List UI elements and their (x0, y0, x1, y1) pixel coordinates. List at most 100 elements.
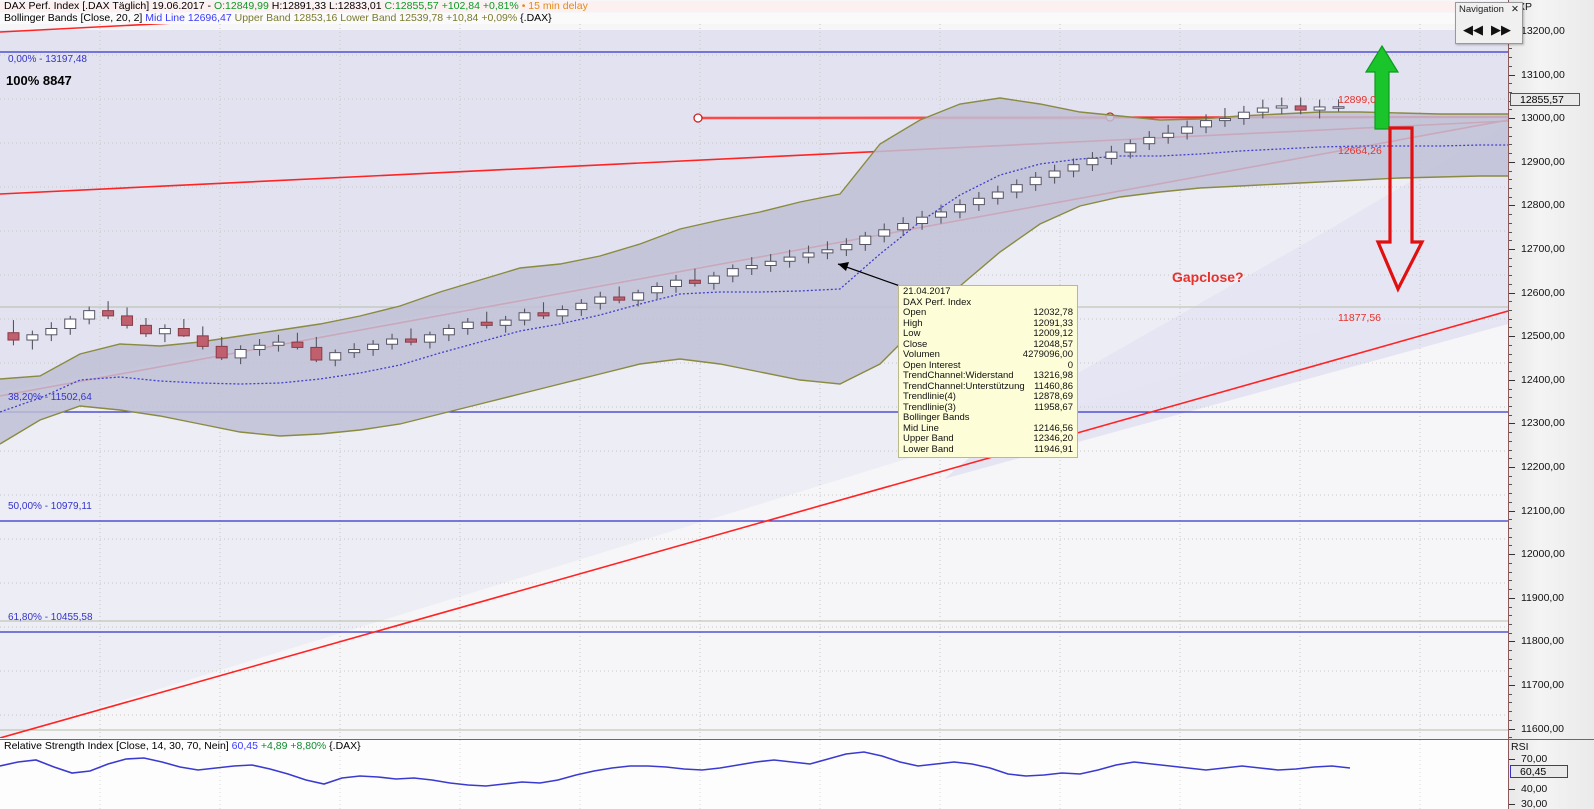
price-axis-tick (1509, 205, 1515, 207)
instrument-header-bar[interactable]: DAX Perf. Index [.DAX Täglich] 19.06.201… (0, 1, 1594, 12)
price-axis-minor-tick (1509, 214, 1512, 216)
data-window-row: TrendChannel:Widerstand 13216,98 (899, 370, 1077, 382)
candle-body (783, 256, 796, 262)
price-axis-tick-label: 13000,00 (1521, 112, 1565, 125)
price-axis[interactable]: XXP 13200,0013100,0013000,0012900,001280… (1508, 0, 1594, 740)
candle-body (329, 352, 342, 361)
candle-body (878, 229, 891, 237)
rsi-header: Relative Strength Index [Close, 14, 30, … (4, 740, 361, 752)
upperband-label: Upper Band (234, 13, 291, 24)
candle-body (7, 332, 20, 341)
price-axis-tick-label: 11600,00 (1521, 722, 1565, 735)
rsi-axis[interactable]: RSI 70,00 40,00 30,00 60,45 (1508, 739, 1594, 809)
data-window-row-key: Low (903, 328, 921, 339)
price-axis-tick (1509, 249, 1515, 250)
candle-body (575, 302, 588, 311)
data-window-tooltip[interactable]: 21.04.2017 DAX Perf. Index Open 12032,78 H… (898, 285, 1078, 458)
candle-body (480, 321, 493, 326)
upperband-value: 12853,16 (293, 13, 338, 24)
data-window-row: Open Interest 0 (899, 360, 1077, 372)
price-axis-minor-tick (1509, 501, 1512, 503)
header-dash: - (207, 1, 212, 12)
price-axis-minor-tick (1509, 257, 1512, 259)
data-window-row-value: 11958,67 (1034, 401, 1073, 413)
navigate-back-icon[interactable]: ◀◀ (1460, 19, 1486, 41)
candle-body (1162, 132, 1175, 138)
data-window-row-value: 11946,91 (1034, 443, 1073, 455)
data-window-rows-bollinger: Mid Line 12146,56 Upper Band 12346,20 Lower … (899, 423, 1077, 456)
candle-body (745, 265, 758, 270)
band-change-absolute: +10,84 (445, 13, 479, 24)
price-axis-minor-tick (1509, 545, 1512, 547)
candle-body (556, 309, 569, 317)
data-window-row: Trendlinie(4) 12878,69 (899, 391, 1077, 403)
candle-body (613, 296, 626, 301)
rsi-line (0, 751, 1351, 787)
candle-body (461, 321, 474, 330)
candle-body (972, 197, 985, 206)
price-axis-minor-tick (1509, 153, 1512, 155)
data-window-row-key: Trendlinie(3) (903, 401, 956, 413)
candle-body (935, 211, 948, 218)
bollinger-lower-line (0, 175, 1508, 445)
price-axis-minor-tick (1509, 231, 1512, 233)
rsi-panel[interactable]: Relative Strength Index [Close, 14, 30, … (0, 739, 1508, 809)
price-axis-tick-label: 12000,00 (1521, 548, 1565, 561)
price-axis-tick-label: 13100,00 (1521, 68, 1565, 81)
candle-body (670, 279, 682, 288)
price-axis-minor-tick (1509, 440, 1512, 442)
candle-body (1124, 143, 1137, 153)
candle-body (1332, 106, 1345, 109)
navigation-panel[interactable]: Navigation ✕ ◀◀ ▶▶ (1455, 2, 1523, 44)
price-axis-minor-tick (1509, 449, 1512, 451)
price-axis-minor-tick (1509, 126, 1512, 128)
candle-body (102, 310, 115, 317)
data-window-row: Low 12009,12 (899, 328, 1077, 340)
close-icon[interactable]: ✕ (1511, 4, 1519, 15)
price-axis-minor-tick (1509, 580, 1512, 582)
candle-body (442, 328, 455, 336)
data-window-row-value: 11460,86 (1034, 380, 1073, 392)
price-axis-minor-tick (1509, 458, 1512, 460)
price-axis-minor-tick (1509, 318, 1512, 320)
price-axis-tick (1509, 467, 1515, 468)
candle-body (45, 328, 58, 336)
price-axis-minor-tick (1509, 344, 1512, 346)
candle-body (594, 296, 607, 304)
price-axis-minor-tick (1509, 623, 1512, 625)
navigate-forward-icon[interactable]: ▶▶ (1488, 19, 1514, 41)
candle-body (1143, 136, 1156, 145)
fib-label-50: 50,00% - 10979,11 (8, 501, 92, 512)
price-axis-tick (1509, 161, 1515, 163)
price-axis-tick (1509, 118, 1515, 120)
indicator-header-bar[interactable]: Bollinger Bands [Close, 20, 2] Mid Line … (0, 13, 1594, 24)
price-axis-minor-tick (1509, 371, 1512, 373)
candle-body (1294, 105, 1307, 111)
price-axis-minor-tick (1509, 737, 1512, 739)
price-axis-tick (1509, 292, 1515, 294)
candle-body (499, 319, 512, 326)
delay-notice: 15 min delay (528, 1, 588, 12)
change-percent: +0,81% (482, 1, 519, 12)
price-axis-minor-tick (1509, 676, 1512, 678)
data-window-row: High 12091,33 (899, 318, 1077, 330)
price-axis-tick-label: 12400,00 (1521, 373, 1565, 386)
price-axis-minor-tick (1509, 48, 1512, 50)
price-axis-minor-tick (1509, 711, 1512, 713)
price-axis-minor-tick (1509, 536, 1512, 538)
rsi-indicator-name: Relative Strength Index [Close, 14, 30, … (4, 740, 229, 752)
price-chart-panel[interactable]: 0,00% - 13197,48 38,20% - 11502,64 50,00… (0, 24, 1508, 738)
rsi-symbol: {.DAX} (329, 740, 361, 752)
price-axis-minor-tick (1509, 283, 1512, 285)
data-window-row-key: Upper Band (903, 433, 954, 444)
midline-label: Mid Line (145, 13, 185, 24)
fib-label-618: 61,80% - 10455,58 (8, 612, 93, 623)
candle-body (64, 318, 77, 329)
price-axis-minor-tick (1509, 92, 1512, 94)
data-window-row-value: 12878,69 (1033, 391, 1073, 402)
midline-value: 12696,47 (187, 13, 232, 24)
price-axis-tick (1509, 728, 1515, 730)
candle-body (367, 343, 380, 350)
fib-extreme-label: 100% 8847 (6, 73, 72, 88)
